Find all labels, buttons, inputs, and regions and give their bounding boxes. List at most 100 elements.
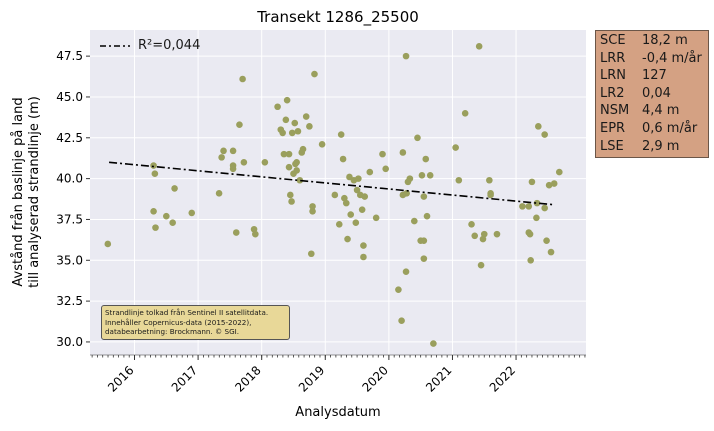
data-point bbox=[366, 168, 374, 176]
data-point bbox=[150, 162, 157, 169]
stats-key: LSE bbox=[600, 138, 624, 154]
data-point bbox=[151, 170, 159, 178]
stats-value: 0,04 bbox=[642, 85, 671, 101]
stats-row-lr2: LR2 0,04 bbox=[600, 85, 708, 103]
data-point bbox=[555, 168, 563, 176]
x-tick-label: 2019 bbox=[296, 363, 327, 394]
data-point bbox=[288, 129, 296, 137]
data-point bbox=[280, 150, 288, 158]
data-point bbox=[379, 150, 386, 158]
chart-title: Transekt 1286_25500 bbox=[256, 8, 419, 27]
data-point bbox=[163, 212, 170, 220]
data-point bbox=[229, 165, 237, 173]
data-point bbox=[293, 158, 300, 166]
trend-line bbox=[109, 161, 555, 206]
data-point bbox=[550, 180, 558, 187]
data-point bbox=[342, 199, 350, 207]
data-point bbox=[347, 211, 355, 218]
data-point bbox=[420, 193, 428, 200]
data-point bbox=[360, 253, 367, 261]
data-point bbox=[480, 230, 488, 238]
legend: R²=0,044 bbox=[100, 38, 200, 53]
data-point bbox=[293, 167, 300, 174]
stats-value: 18,2 m bbox=[642, 33, 688, 48]
data-point bbox=[104, 240, 112, 248]
data-point bbox=[426, 172, 434, 179]
x-tick-label: 2018 bbox=[232, 363, 263, 394]
data-point bbox=[274, 103, 281, 111]
data-point bbox=[352, 219, 360, 227]
legend-trend-label: R²=0,044 bbox=[138, 38, 201, 53]
data-point bbox=[239, 75, 246, 83]
data-point bbox=[372, 214, 380, 222]
data-point bbox=[398, 317, 405, 325]
data-point bbox=[229, 147, 237, 155]
stats-key: LR2 bbox=[600, 85, 625, 101]
data-point bbox=[358, 206, 366, 213]
stats-value: 4,4 m bbox=[642, 103, 680, 119]
attribution-note: Strandlinje tolkad från Sentinel II sate… bbox=[101, 305, 290, 340]
data-point bbox=[309, 207, 316, 215]
data-point bbox=[171, 185, 178, 192]
data-point bbox=[296, 176, 304, 184]
stats-value: 127 bbox=[642, 68, 667, 84]
y-tick-label: 32.5 bbox=[56, 294, 83, 308]
note-line: Strandlinje tolkad från Sentinel II sate… bbox=[105, 308, 269, 317]
y-tick-label: 37.5 bbox=[56, 212, 83, 226]
data-point bbox=[318, 141, 326, 148]
stats-row-epr: EPR 0,6 m/år bbox=[600, 120, 708, 138]
data-point bbox=[188, 209, 196, 217]
data-point bbox=[299, 145, 307, 153]
data-point bbox=[220, 147, 227, 155]
data-point bbox=[232, 229, 240, 236]
stats-row-sce: SCE 18,2 m bbox=[600, 32, 708, 50]
y-tick-label: 47.5 bbox=[56, 49, 83, 63]
data-point bbox=[285, 150, 293, 158]
x-axis-label: Analysdatum bbox=[295, 405, 380, 420]
data-point bbox=[399, 149, 407, 156]
data-point bbox=[311, 70, 318, 78]
data-point bbox=[545, 181, 553, 189]
data-point bbox=[360, 242, 367, 249]
data-point bbox=[302, 113, 310, 120]
stats-key: EPR bbox=[600, 120, 626, 136]
data-point bbox=[406, 175, 414, 182]
data-point bbox=[261, 158, 269, 166]
x-tick-label: 2017 bbox=[169, 363, 200, 394]
stats-row-lrn: LRN 127 bbox=[600, 67, 708, 85]
data-point bbox=[361, 193, 369, 200]
grid bbox=[90, 30, 586, 355]
data-points bbox=[104, 43, 563, 347]
data-point bbox=[402, 52, 410, 60]
data-point bbox=[527, 256, 534, 264]
data-point bbox=[287, 191, 294, 199]
data-point bbox=[525, 203, 533, 210]
data-point bbox=[236, 121, 243, 129]
stats-key: LRN bbox=[600, 68, 626, 84]
data-point bbox=[339, 155, 347, 163]
data-point bbox=[240, 158, 248, 166]
data-point bbox=[252, 230, 259, 238]
data-point bbox=[395, 286, 402, 293]
note-line: databearbetning: Brockmann. © SGI. bbox=[105, 327, 240, 336]
note-line: Innehåller Copernicus-data (2015-2022), bbox=[105, 317, 252, 327]
data-point bbox=[455, 176, 463, 184]
data-point bbox=[541, 131, 548, 138]
data-point bbox=[152, 224, 159, 231]
data-point bbox=[420, 237, 428, 244]
y-tick-label: 30.0 bbox=[56, 335, 83, 349]
data-point bbox=[150, 207, 157, 215]
data-point bbox=[477, 261, 485, 269]
y-tick-label: 40.0 bbox=[56, 172, 83, 186]
data-point bbox=[337, 131, 345, 138]
data-point bbox=[307, 250, 315, 258]
data-point bbox=[414, 134, 421, 142]
data-point bbox=[418, 172, 426, 179]
stats-value: -0,4 m/år bbox=[642, 50, 702, 66]
data-point bbox=[355, 175, 362, 182]
data-point bbox=[475, 43, 483, 50]
data-point bbox=[331, 191, 339, 199]
data-point bbox=[519, 203, 526, 210]
data-point bbox=[528, 178, 536, 186]
